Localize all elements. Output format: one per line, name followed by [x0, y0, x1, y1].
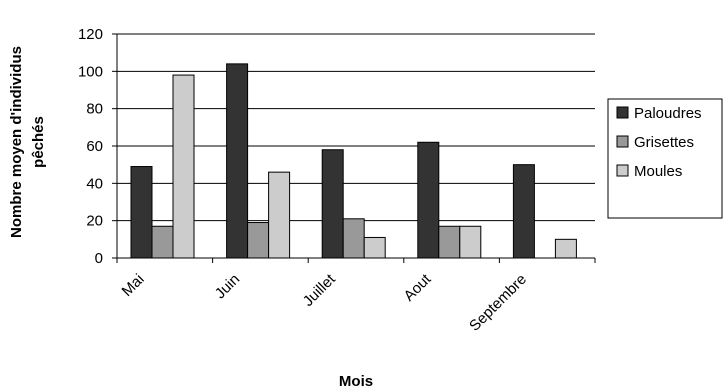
legend-box — [607, 98, 723, 219]
y-tick-label-60: 60 — [86, 138, 103, 155]
x-tick-label-septembre: Septembre — [466, 271, 530, 335]
y-tick-label-20: 20 — [86, 213, 103, 230]
legend-label-grisettes: Grisettes — [634, 134, 694, 151]
bar-juin-paloudres — [226, 63, 249, 259]
bar-mai-moules — [172, 74, 195, 259]
bar-aout-grisettes — [438, 225, 461, 259]
legend-label-paloudres: Paloudres — [634, 105, 702, 122]
x-axis-title: Mois — [339, 373, 373, 390]
legend-swatch-paloudres — [616, 106, 629, 119]
x-tick-label-juin: Juin — [212, 271, 243, 302]
bar-juillet-grisettes — [342, 218, 365, 259]
y-tick-label-80: 80 — [86, 101, 103, 118]
bars — [130, 63, 577, 259]
y-axis-title-line-2: pêchés — [30, 116, 47, 168]
y-tick-label-40: 40 — [86, 175, 103, 192]
bar-aout-moules — [459, 225, 482, 259]
y-tick-label-0: 0 — [95, 250, 103, 267]
bar-juillet-moules — [363, 236, 386, 259]
x-tick-label-mai: Mai — [119, 271, 148, 300]
legend-swatch-moules — [616, 164, 629, 177]
x-tick-label-aout: Aout — [401, 270, 435, 304]
bar-septembre-paloudres — [512, 164, 535, 259]
bar-juin-grisettes — [247, 222, 270, 259]
bar-septembre-moules — [554, 238, 577, 259]
legend-label-moules: Moules — [634, 163, 682, 180]
x-tick-label-juillet: Juillet — [300, 270, 340, 310]
bar-aout-paloudres — [417, 141, 440, 259]
legend-swatch-grisettes — [616, 135, 629, 148]
y-tick-label-120: 120 — [78, 26, 103, 43]
bar-juin-moules — [268, 171, 291, 259]
bar-juillet-paloudres — [321, 149, 344, 259]
bar-mai-grisettes — [151, 225, 174, 259]
legend: Paloudres Grisettes Moules — [607, 98, 723, 219]
bar-mai-paloudres — [130, 166, 153, 259]
y-axis-title-line-1: Nombre moyen d'individus — [8, 46, 25, 238]
y-tick-label-100: 100 — [78, 63, 103, 80]
